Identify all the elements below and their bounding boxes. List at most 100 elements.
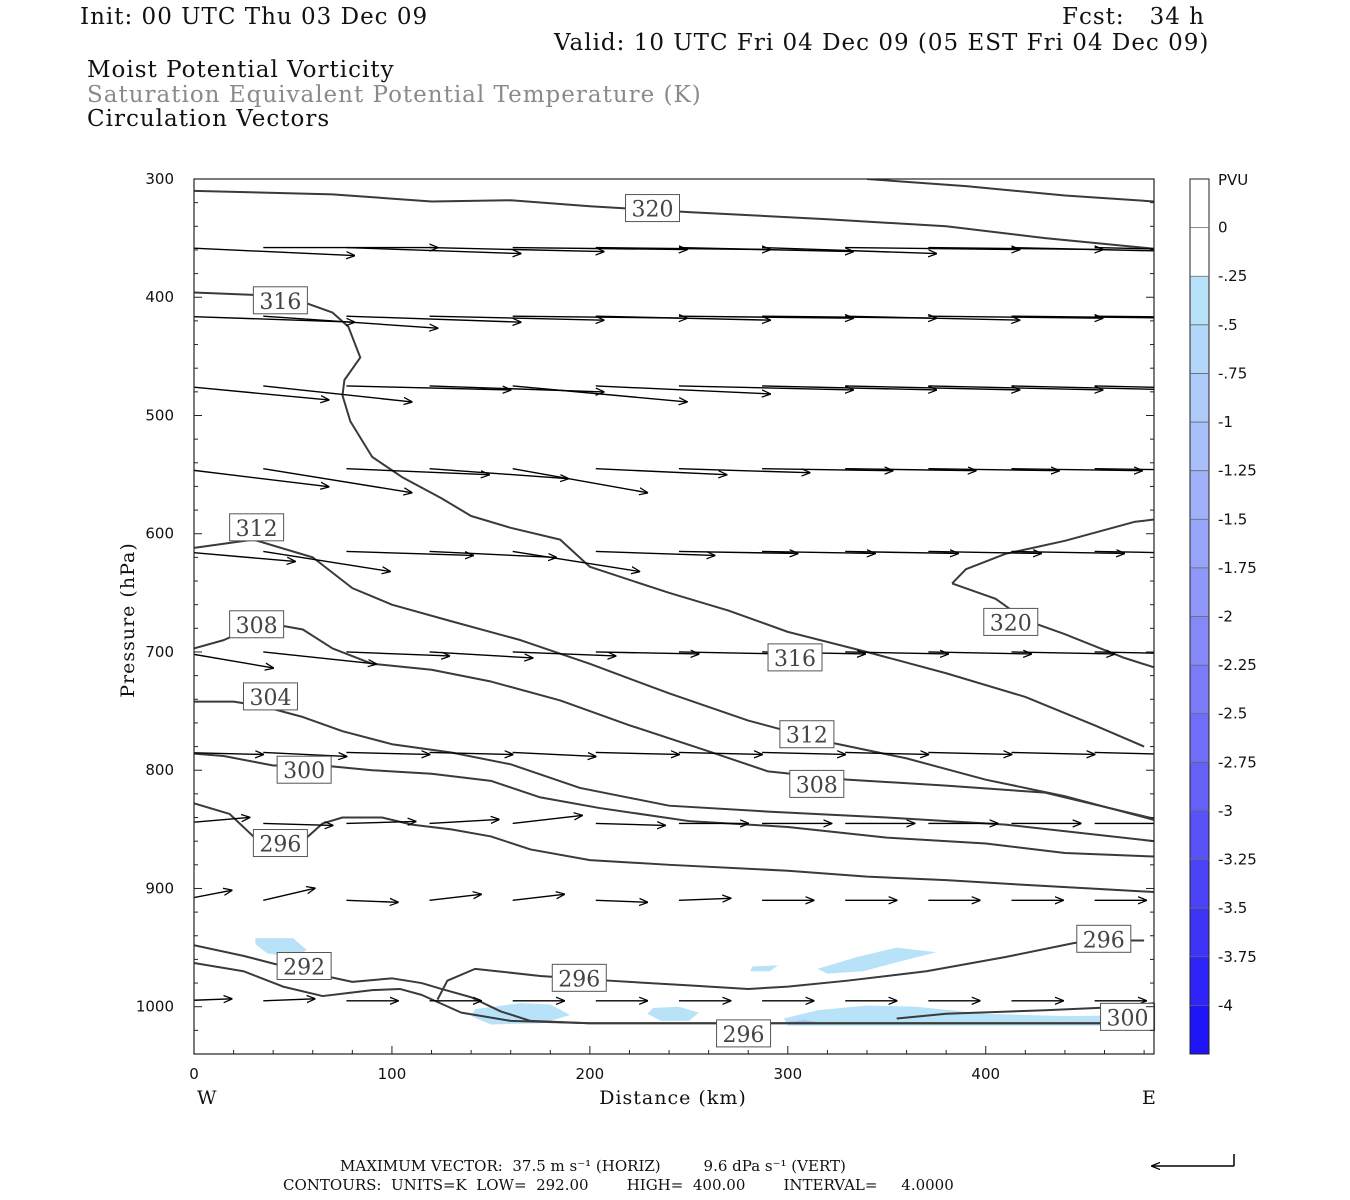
colorbar-level: -3: [1218, 802, 1233, 820]
contour-296-9: [194, 802, 1154, 894]
svg-text:300: 300: [145, 170, 174, 188]
vector-r4-c4: [512, 550, 640, 571]
x-tick-300: 300: [773, 1046, 802, 1083]
colorbar-level: -2: [1218, 608, 1233, 626]
mpv-shading: [255, 938, 1154, 1026]
vector-r0-c7: [762, 246, 936, 254]
vector-r5-c6: [678, 652, 782, 654]
contour-label-316-10: 316: [767, 643, 823, 672]
contour-316-2: [194, 291, 1145, 748]
field-title-theta: Saturation Equivalent Potential Temperat…: [87, 82, 702, 108]
vector-r1-c1: [263, 315, 437, 328]
vector-r0-c10: [1011, 246, 1154, 252]
svg-text:800: 800: [145, 761, 174, 779]
colorbar-cell-3: [1190, 324, 1209, 374]
svg-text:900: 900: [145, 879, 174, 897]
contour-unlabeled-13: [194, 961, 1154, 1025]
colorbar-cell-4: [1190, 373, 1209, 423]
vector-r9-c1: [263, 999, 314, 1001]
colorbar-level: -2.25: [1218, 656, 1257, 674]
vector-r2-c7: [762, 385, 936, 390]
vector-r4-c9: [928, 551, 1041, 553]
contour-label-308-3: 308: [229, 610, 285, 639]
vector-r2-c13: [1261, 386, 1350, 390]
vector-r6-c9: [928, 752, 1011, 754]
y-tick-500: 500: [145, 406, 1154, 424]
vector-r5-c3: [429, 651, 533, 658]
y-axis-title: Pressure (hPa): [117, 542, 139, 698]
svg-text:308: 308: [796, 773, 838, 798]
svg-text:100: 100: [378, 1065, 407, 1083]
vector-r7-c0: [194, 817, 249, 823]
vector-r4-c2: [346, 550, 473, 555]
contour-308-6: [194, 621, 1154, 820]
colorbar-cell-13: [1190, 810, 1209, 860]
y-tick-900: 900: [145, 879, 1154, 897]
vector-r3-c4: [512, 468, 648, 493]
colorbar-cell-11: [1190, 713, 1209, 763]
vector-r3-c2: [346, 467, 489, 475]
colorbar-cell-5: [1190, 422, 1209, 471]
svg-text:400: 400: [971, 1065, 1000, 1083]
vector-r5-c11: [1094, 651, 1154, 654]
vector-r6-c6: [678, 752, 762, 754]
vector-r2-c6: [678, 385, 853, 390]
vector-r3-c8: [845, 469, 976, 471]
svg-text:320: 320: [632, 198, 674, 223]
theta-e-contours: [194, 179, 1154, 1025]
colorbar-level: -2.5: [1218, 705, 1247, 723]
vector-r2-c2: [346, 385, 510, 390]
vector-r6-c5: [595, 752, 679, 754]
svg-text:304: 304: [249, 686, 291, 711]
colorbar-level: -2.75: [1218, 753, 1257, 771]
svg-text:292: 292: [283, 956, 325, 981]
vector-r1-c10: [1011, 315, 1154, 319]
circulation-vectors: [194, 246, 1350, 1001]
vector-r6-c1: [263, 751, 346, 756]
x-tick-200: 200: [576, 1046, 604, 1083]
vector-r3-c7: [762, 469, 893, 471]
vector-r2-c0: [194, 386, 328, 400]
vector-r8-c3: [429, 894, 481, 901]
vector-r5-c4: [512, 651, 616, 656]
colorbar-cell-8: [1190, 567, 1209, 617]
vector-r3-c5: [595, 467, 727, 475]
svg-text:600: 600: [145, 525, 174, 543]
colorbar-level: -1.75: [1218, 559, 1257, 577]
vector-r9-c0: [194, 999, 231, 1001]
contour-label-296-9: 296: [716, 1019, 772, 1048]
x-right-end-label: E: [1142, 1087, 1157, 1109]
x-tick-400: 400: [971, 1046, 1000, 1083]
contour-label-296-6: 296: [252, 829, 308, 858]
vector-r6-c2: [346, 752, 429, 754]
contour-320-4: [951, 582, 1154, 669]
colorbar-cell-10: [1190, 665, 1209, 714]
contour-320-1: [866, 179, 1154, 203]
colorbar-units: PVU: [1218, 171, 1248, 189]
svg-text:296: 296: [558, 967, 600, 992]
forecast-hour: Fcst: 34 h: [1062, 4, 1205, 30]
mpv-shade-4: [647, 1006, 699, 1021]
vector-r1-c2: [346, 315, 520, 322]
contour-label-312-11: 312: [779, 720, 835, 749]
vector-r4-c5: [595, 550, 715, 555]
vector-r5-c10: [1011, 652, 1114, 654]
colorbar-cell-16: [1190, 956, 1209, 1006]
contour-label-300-15: 300: [1100, 1002, 1156, 1031]
svg-text:300: 300: [773, 1065, 802, 1083]
svg-text:1000: 1000: [136, 998, 174, 1016]
vector-r8-c2: [346, 900, 397, 902]
vector-r1-c9: [928, 316, 1102, 318]
colorbar-level: -1.25: [1218, 462, 1257, 480]
contour-label-316-1: 316: [252, 286, 308, 315]
colorbar-level: -4: [1218, 996, 1233, 1014]
vector-r2-c5: [595, 385, 770, 394]
svg-text:700: 700: [145, 643, 174, 661]
colorbar-level: -.25: [1218, 267, 1247, 285]
vector-r4-c11: [1094, 550, 1154, 554]
vector-r8-c6: [678, 898, 730, 900]
contour-312-5: [194, 538, 1154, 821]
svg-text:500: 500: [145, 406, 174, 424]
mpv-shade-5: [783, 1005, 1154, 1026]
vector-r5-c0: [194, 653, 273, 668]
